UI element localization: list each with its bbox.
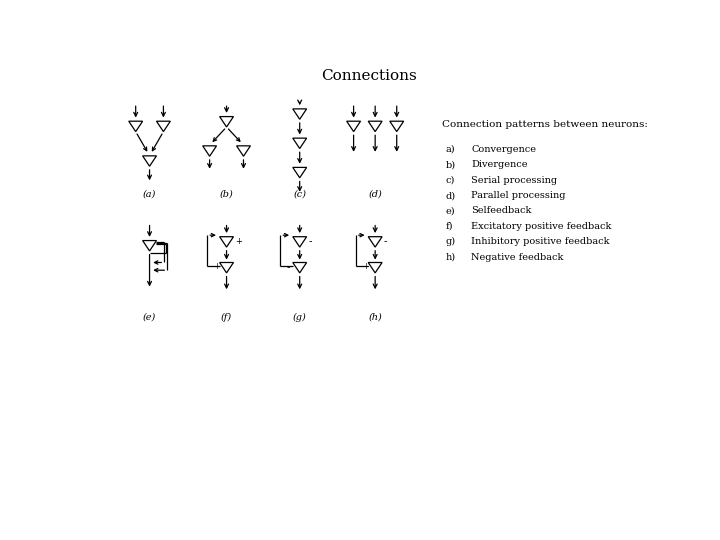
Text: a): a) [445,145,455,154]
Text: (d): (d) [369,190,382,199]
Text: Inhibitory positive feedback: Inhibitory positive feedback [472,237,610,246]
Text: Negative feedback: Negative feedback [472,253,564,262]
Text: (e): (e) [143,313,156,322]
Text: (h): (h) [369,313,382,322]
Text: +: + [235,237,242,246]
Text: h): h) [445,253,455,262]
Text: (f): (f) [221,313,232,322]
Text: g): g) [445,237,455,246]
Text: Divergence: Divergence [472,160,528,169]
Text: Connections: Connections [321,69,417,83]
Text: Convergence: Convergence [472,145,536,154]
Text: -: - [384,236,387,246]
Text: (c): (c) [293,190,306,199]
Text: Connection patterns between neurons:: Connection patterns between neurons: [442,120,648,129]
Text: Serial processing: Serial processing [472,176,557,185]
Text: e): e) [445,206,455,215]
Text: Parallel processing: Parallel processing [472,191,566,200]
Text: f): f) [445,222,453,231]
Text: b): b) [445,160,455,169]
Text: Selfeedback: Selfeedback [472,206,532,215]
Text: +: + [362,262,369,272]
Text: -: - [287,262,290,272]
Text: +: + [213,262,220,272]
Text: (g): (g) [293,313,307,322]
Text: (a): (a) [143,190,156,199]
Text: (b): (b) [220,190,233,199]
Text: c): c) [445,176,454,185]
Text: Excitatory positive feedback: Excitatory positive feedback [472,222,612,231]
Text: d): d) [445,191,455,200]
Text: -: - [308,236,312,246]
